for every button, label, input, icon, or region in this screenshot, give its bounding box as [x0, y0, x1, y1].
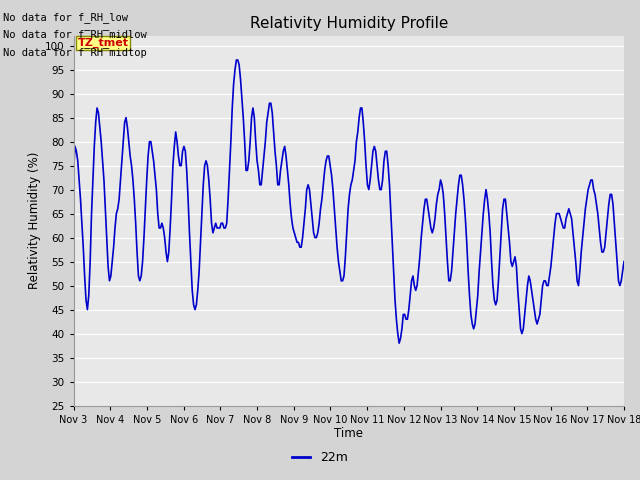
Text: No data for f̅RH̅midlow: No data for f̅RH̅midlow: [3, 30, 147, 40]
Text: No data for f̅RH̅midtop: No data for f̅RH̅midtop: [3, 48, 147, 59]
Text: No data for f_RH_low: No data for f_RH_low: [3, 12, 128, 23]
Text: TZ_tmet: TZ_tmet: [78, 37, 129, 48]
Legend: 22m: 22m: [287, 446, 353, 469]
Title: Relativity Humidity Profile: Relativity Humidity Profile: [250, 16, 448, 31]
Y-axis label: Relativity Humidity (%): Relativity Humidity (%): [28, 152, 41, 289]
X-axis label: Time: Time: [334, 427, 364, 441]
